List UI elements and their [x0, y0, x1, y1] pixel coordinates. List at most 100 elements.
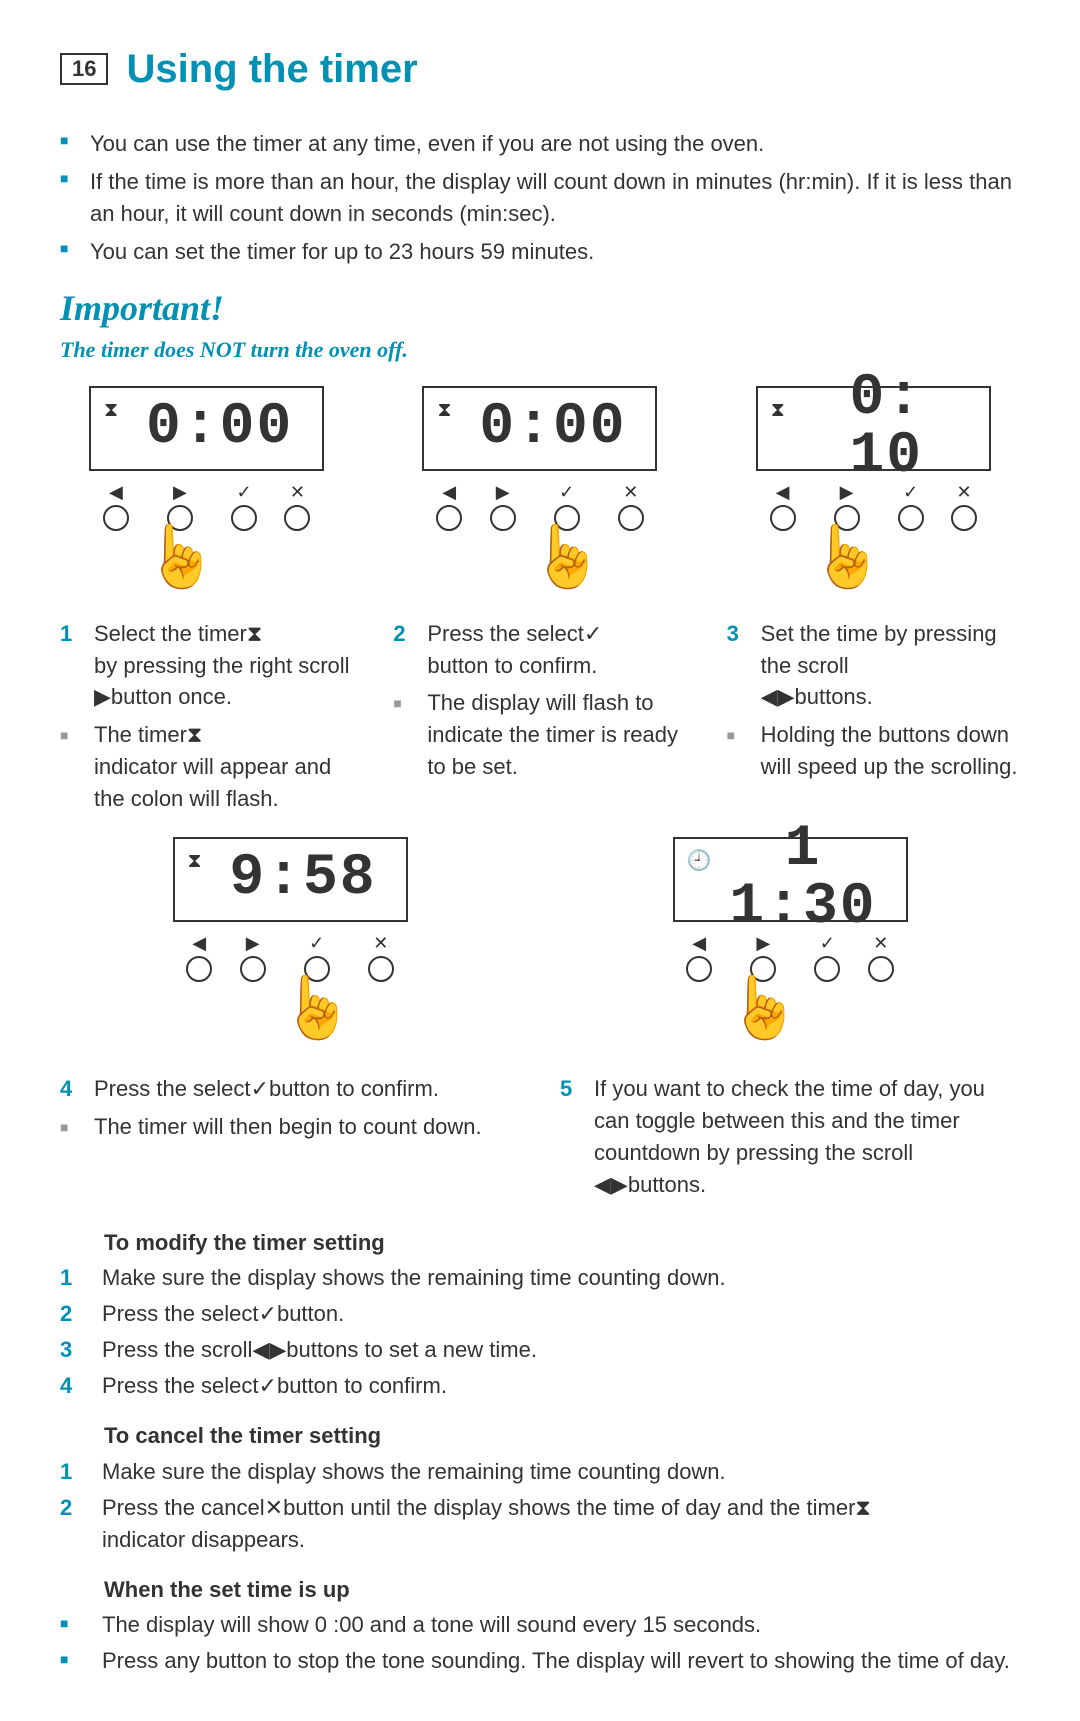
step-text: The display will flash to indicate the t…: [427, 687, 686, 783]
control-panel: 🕘 1 1:30 ◀ ▶☝ ✓ ✕: [673, 837, 908, 1038]
button: [868, 956, 894, 982]
step-3: 3 Set the time by pressing the scroll ◀ …: [727, 618, 1020, 714]
steps-text-row-1: 1 Select the timer ⧗ by pressing the rig…: [60, 618, 1020, 821]
hand-icon: ☝: [726, 978, 801, 1038]
step-column-2: ⧗ 0:00 ◀ ▶ ✓ ☝ ✕: [393, 386, 686, 602]
button: [686, 956, 712, 982]
step-text: Set the time by pressing the scroll ◀ ▶ …: [761, 618, 1020, 714]
step-number: 1: [60, 618, 82, 714]
step-text: Press the select ✓ button to confirm.: [427, 618, 686, 682]
clock-icon: 🕘: [687, 847, 703, 876]
lcd-display: ⧗ 0:00: [422, 386, 657, 471]
step-number: 2: [393, 618, 415, 682]
important-subtitle: The timer does NOT turn the oven off.: [60, 334, 1020, 366]
modify-list: 1Make sure the display shows the remaini…: [60, 1262, 1020, 1402]
list-item: 1Make sure the display shows the remaini…: [60, 1262, 1020, 1294]
right-arrow-icon: ▶: [496, 479, 510, 501]
button: [240, 956, 266, 982]
button-row: ◀ ▶☝ ✓ ✕: [673, 930, 908, 1038]
step-text: Press the select ✓ button to confirm.: [94, 1073, 520, 1105]
steps-text-row-2: 4 Press the select ✓ button to confirm. …: [60, 1073, 1020, 1207]
timer-icon: ⧗: [103, 396, 119, 425]
step-text: The timer ⧗ indicator will appear and th…: [94, 719, 353, 815]
timer-icon: ⧗: [436, 396, 452, 425]
step-5: 5 If you want to check the time of day, …: [560, 1073, 1020, 1201]
button: [103, 505, 129, 531]
list-item: 3Press the scroll ◀ ▶ buttons to set a n…: [60, 1334, 1020, 1366]
lcd-digits: 9:58: [213, 850, 394, 908]
right-arrow-icon: ▶: [246, 930, 260, 952]
step-number: 4: [60, 1073, 82, 1105]
cancel-heading: To cancel the timer setting: [60, 1420, 1020, 1452]
list-item: The display will show 0 :00 and a tone w…: [60, 1609, 1020, 1641]
hand-icon: ☝: [143, 527, 218, 587]
step-1: 1 Select the timer ⧗ by pressing the rig…: [60, 618, 353, 714]
button: [436, 505, 462, 531]
button: [186, 956, 212, 982]
step-4-note: ■ The timer will then begin to count dow…: [60, 1111, 520, 1143]
step-2: 2 Press the select ✓ button to confirm.: [393, 618, 686, 682]
button: [951, 505, 977, 531]
page-header: 16 Using the timer: [60, 40, 1020, 98]
step-text: The timer will then begin to count down.: [94, 1111, 520, 1143]
lcd-digits: 0:00: [129, 399, 310, 457]
left-arrow-icon: ◀: [776, 479, 790, 501]
check-icon: ✓: [559, 479, 574, 501]
right-arrow-icon: ▶: [173, 479, 187, 501]
intro-item: You can set the timer for up to 23 hours…: [60, 236, 1020, 268]
step-2-note: ■ The display will flash to indicate the…: [393, 687, 686, 783]
cancel-icon: ✕: [373, 930, 388, 952]
cancel-icon: ✕: [290, 479, 305, 501]
timeup-heading: When the set time is up: [60, 1574, 1020, 1606]
lcd-display: ⧗ 0:00: [89, 386, 324, 471]
lcd-display: ⧗ 0: 10: [756, 386, 991, 471]
modify-heading: To modify the timer setting: [60, 1227, 1020, 1259]
step-4: 4 Press the select ✓ button to confirm.: [60, 1073, 520, 1105]
hand-icon: ☝: [279, 978, 354, 1038]
button: [770, 505, 796, 531]
control-panel: ⧗ 9:58 ◀ ▶ ✓ ☝ ✕: [173, 837, 408, 1038]
button-row: ◀ ▶ ✓ ☝ ✕: [422, 479, 657, 587]
timer-icon: ⧗: [187, 847, 203, 876]
control-panel: ⧗ 0:00 ◀ ▶ ☝ ✓ ✕: [60, 386, 353, 587]
left-arrow-icon: ◀: [442, 479, 456, 501]
button: [618, 505, 644, 531]
step-text: Holding the buttons down will speed up t…: [761, 719, 1020, 783]
hand-icon: ☝: [529, 527, 604, 587]
step-text: If you want to check the time of day, yo…: [594, 1073, 1020, 1201]
intro-item: You can use the timer at any time, even …: [60, 128, 1020, 160]
step-text: Select the timer ⧗ by pressing the right…: [94, 618, 353, 714]
step-number: 3: [727, 618, 749, 714]
step-1-note: ■ The timer ⧗ indicator will appear and …: [60, 719, 353, 815]
hand-icon: ☝: [809, 527, 884, 587]
step-3-note: ■ Holding the buttons down will speed up…: [727, 719, 1020, 783]
button: [368, 956, 394, 982]
important-heading: Important!: [60, 282, 1020, 334]
lcd-display: ⧗ 9:58: [173, 837, 408, 922]
page-number-box: 16: [60, 53, 108, 85]
lcd-digits: 0: 10: [796, 370, 977, 486]
button: [490, 505, 516, 531]
list-item: 2Press the select ✓ button.: [60, 1298, 1020, 1330]
lcd-digits: 0:00: [462, 399, 643, 457]
list-item: 1Make sure the display shows the remaini…: [60, 1456, 1020, 1488]
button: [898, 505, 924, 531]
control-panel: ⧗ 0: 10 ◀ ▶☝ ✓ ✕: [727, 386, 1020, 587]
list-item: Press any button to stop the tone soundi…: [60, 1645, 1020, 1677]
left-arrow-icon: ◀: [192, 930, 206, 952]
list-item: 2Press the cancel ✕ button until the dis…: [60, 1492, 1020, 1556]
button-row: ◀ ▶ ✓ ☝ ✕: [173, 930, 408, 1038]
panels-row-2: ⧗ 9:58 ◀ ▶ ✓ ☝ ✕ 🕘 1 1:30 ◀ ▶☝ ✓ ✕: [60, 837, 1020, 1053]
cancel-icon: ✕: [623, 479, 638, 501]
timer-icon: ⧗: [770, 396, 786, 425]
intro-item: If the time is more than an hour, the di…: [60, 166, 1020, 230]
timeup-list: The display will show 0 :00 and a tone w…: [60, 1609, 1020, 1677]
button: [814, 956, 840, 982]
left-arrow-icon: ◀: [109, 479, 123, 501]
check-icon: ✓: [309, 930, 324, 952]
intro-list: You can use the timer at any time, even …: [60, 128, 1020, 268]
check-icon: ✓: [236, 479, 251, 501]
button: [231, 505, 257, 531]
step-column-1: ⧗ 0:00 ◀ ▶ ☝ ✓ ✕: [60, 386, 353, 602]
page-title: Using the timer: [126, 40, 417, 98]
